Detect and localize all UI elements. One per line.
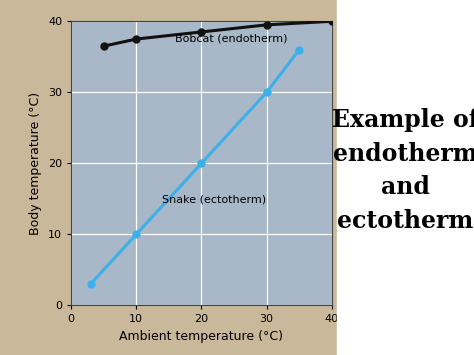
- Y-axis label: Body temperature (°C): Body temperature (°C): [29, 92, 42, 235]
- Text: Snake (ectotherm): Snake (ectotherm): [162, 194, 266, 204]
- Text: Bobcat (endotherm): Bobcat (endotherm): [175, 33, 288, 43]
- X-axis label: Ambient temperature (°C): Ambient temperature (°C): [119, 330, 283, 343]
- Text: Example of
endotherm
and
ectotherm: Example of endotherm and ectotherm: [332, 108, 474, 233]
